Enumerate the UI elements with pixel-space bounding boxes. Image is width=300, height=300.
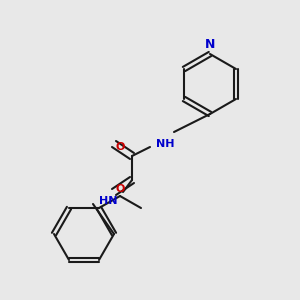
Text: O: O	[115, 142, 125, 152]
Text: HN: HN	[99, 196, 117, 206]
Text: O: O	[115, 184, 125, 194]
Text: N: N	[205, 38, 215, 51]
Text: NH: NH	[156, 139, 174, 149]
